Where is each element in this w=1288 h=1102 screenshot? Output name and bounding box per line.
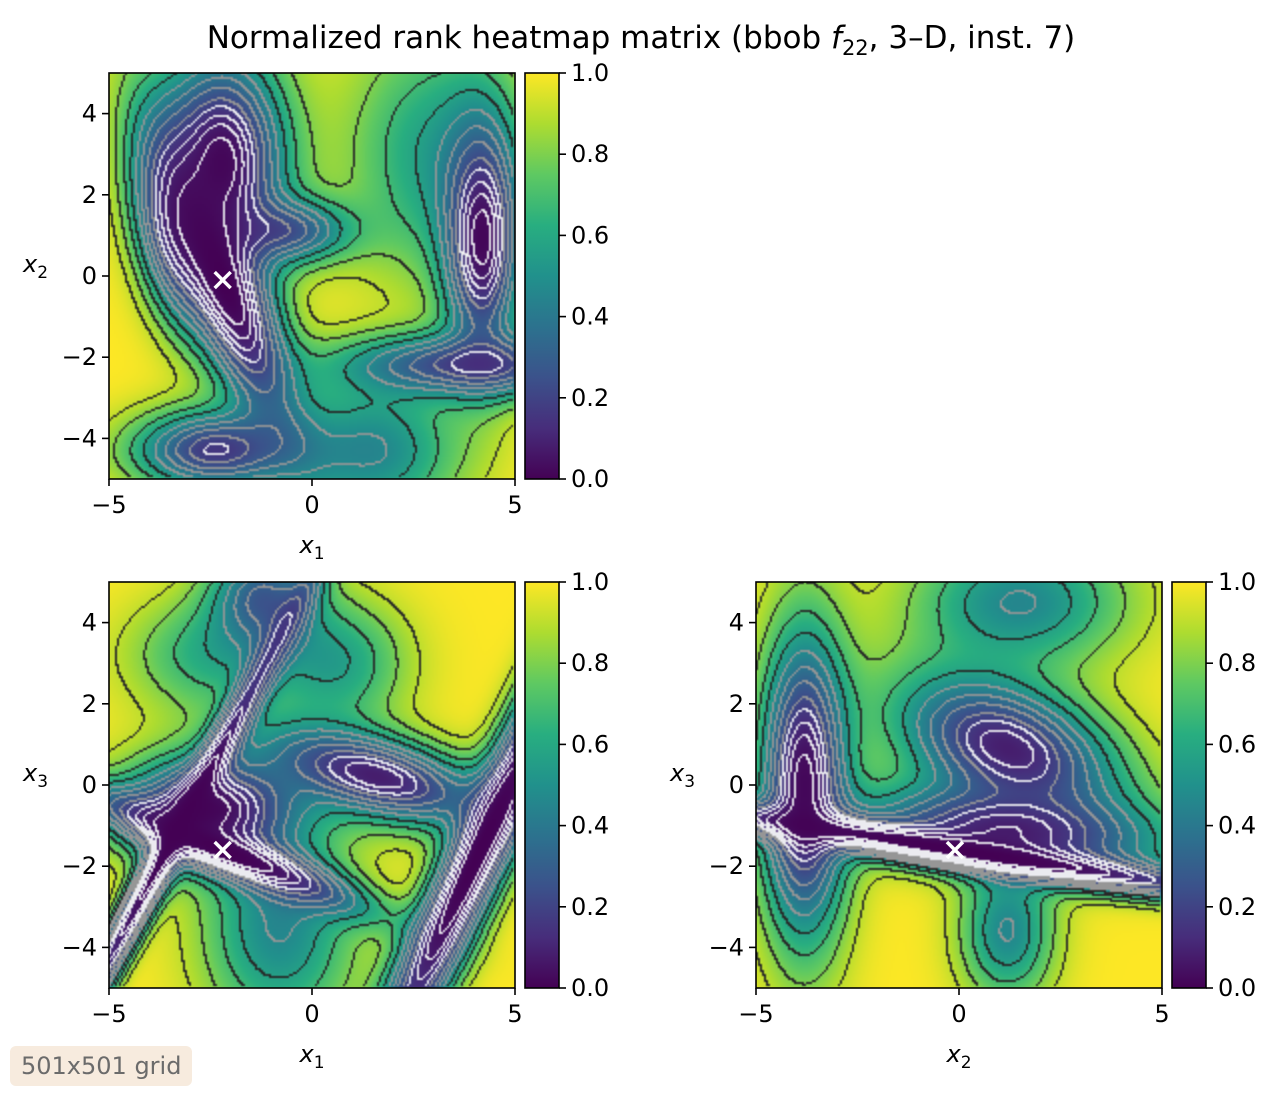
y-tick-label: 2 (82, 690, 97, 718)
colorbar-tick-label: 0.2 (571, 893, 609, 921)
x-tick-label: 0 (304, 491, 319, 519)
x-tick-label: 0 (304, 1000, 319, 1028)
y-axis-label: x3 (22, 759, 48, 792)
colorbar-tick-label: 1.0 (1218, 568, 1256, 596)
colorbar-tick-label: 0.0 (1218, 974, 1256, 1002)
colorbar-tick-label: 0.8 (1218, 649, 1256, 677)
colorbar-tick-label: 0.0 (571, 465, 609, 493)
y-tick-label: 4 (82, 609, 97, 637)
y-tick-label: 0 (82, 262, 97, 290)
x-tick-label: 5 (507, 1000, 522, 1028)
y-axis-label: x2 (22, 250, 48, 283)
colorbar-tick-label: 0.2 (1218, 893, 1256, 921)
x-axis-label: x1 (298, 531, 324, 564)
x-axis-label: x2 (945, 1040, 971, 1073)
y-tick-label: 0 (82, 771, 97, 799)
colorbar-tick-label: 0.0 (571, 974, 609, 1002)
y-tick-label: −2 (62, 852, 97, 880)
colorbar (524, 581, 560, 989)
y-tick-label: 4 (82, 100, 97, 128)
colorbar-tick-label: 0.4 (1218, 812, 1256, 840)
grid-size-badge: 501x501 grid (10, 1046, 193, 1086)
x-tick-label: −5 (91, 1000, 126, 1028)
colorbar-tick-label: 0.6 (571, 221, 609, 249)
heatmap-image (109, 73, 515, 479)
x-tick-label: −5 (738, 1000, 773, 1028)
y-tick-label: 4 (729, 609, 744, 637)
colorbar (524, 72, 560, 480)
x-tick-label: 0 (951, 1000, 966, 1028)
y-tick-label: 2 (729, 690, 744, 718)
colorbar-tick-label: 0.4 (571, 812, 609, 840)
x-tick-label: 5 (1154, 1000, 1169, 1028)
panel-x1-x2: −5 0 5 −4 −2 0 2 4 x1 x2 0.0 0.2 0.4 0.6 0.8 1.0 (22, 59, 609, 564)
colorbar-tick-label: 1.0 (571, 568, 609, 596)
panel-x1-x3: −5 0 5 −4 −2 0 2 4 x1 x3 0.0 0.2 0.4 0.6 0.8 1.0 (22, 568, 609, 1073)
y-tick-label: 0 (729, 771, 744, 799)
optimum-marker (945, 840, 965, 860)
colorbar-tick-label: 0.8 (571, 140, 609, 168)
x-tick-label: 5 (507, 491, 522, 519)
heatmap-image (109, 582, 515, 988)
y-tick-label: −4 (709, 933, 744, 961)
panel-x2-x3: −5 0 5 −4 −2 0 2 4 x2 x3 0.0 0.2 0.4 0.6 0.8 1.0 (669, 568, 1256, 1073)
y-tick-label: −4 (62, 933, 97, 961)
y-tick-label: −2 (62, 343, 97, 371)
y-tick-label: −2 (709, 852, 744, 880)
optimum-marker (213, 270, 232, 290)
colorbar-tick-label: 0.2 (571, 384, 609, 412)
y-tick-label: −4 (62, 424, 97, 452)
x-axis-label: x1 (298, 1040, 324, 1073)
colorbar (1171, 581, 1207, 989)
y-axis-label: x3 (669, 759, 695, 792)
colorbar-tick-label: 0.8 (571, 649, 609, 677)
y-tick-label: 2 (82, 181, 97, 209)
colorbar-tick-label: 1.0 (571, 59, 609, 87)
colorbar-tick-label: 0.6 (1218, 730, 1256, 758)
figure-title: Normalized rank heatmap matrix (bbob f22… (207, 20, 1076, 60)
colorbar-tick-label: 0.4 (571, 303, 609, 331)
colorbar-tick-label: 0.6 (571, 730, 609, 758)
heatmap-image (756, 582, 1162, 988)
optimum-marker (213, 840, 232, 860)
x-tick-label: −5 (91, 491, 126, 519)
